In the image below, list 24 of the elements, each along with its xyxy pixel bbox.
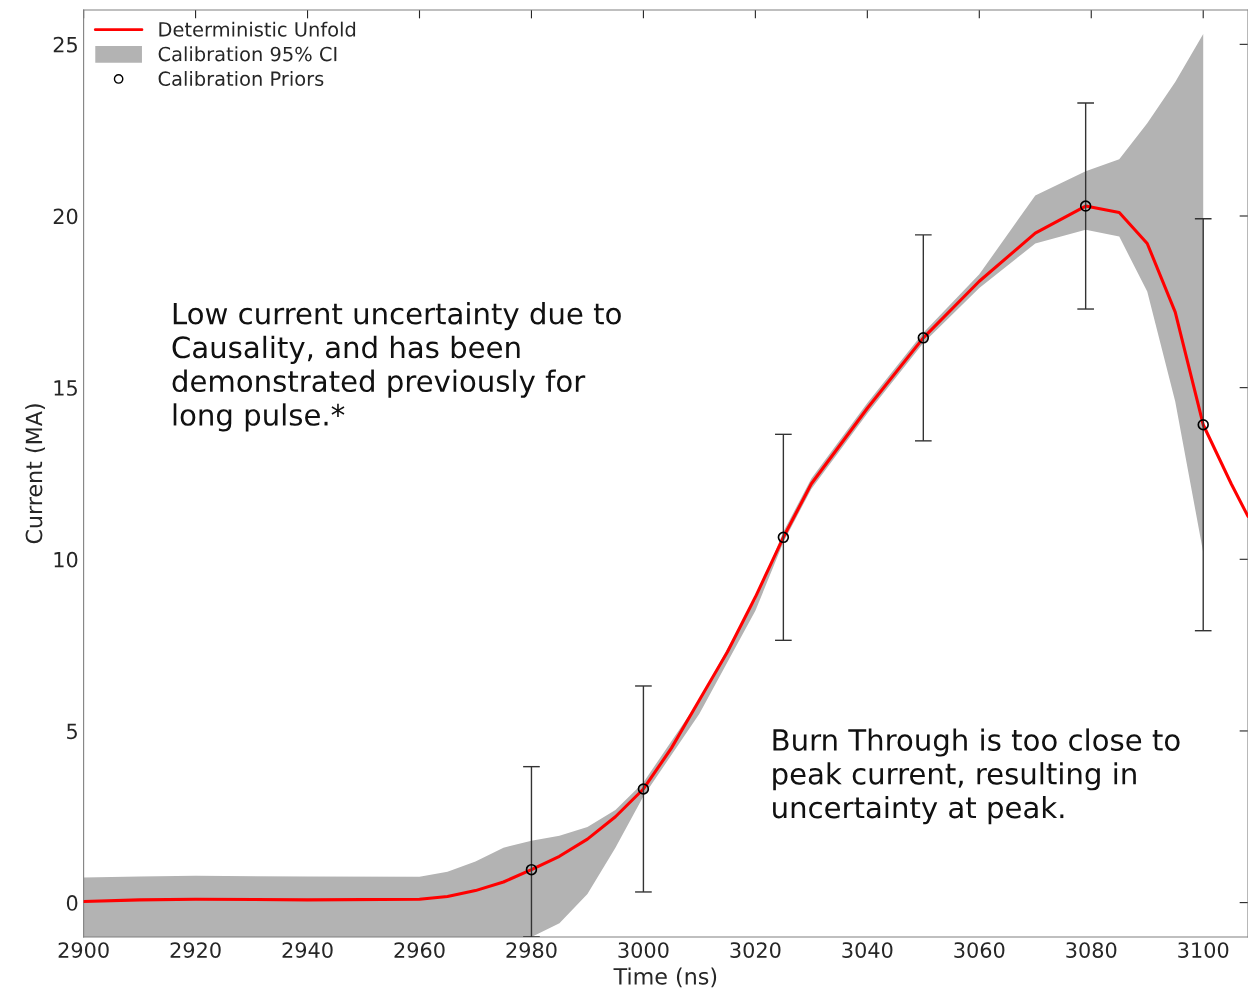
- x-tick-label: 3080: [1066, 942, 1117, 958]
- y-axis-title: Current (MA): [25, 404, 45, 544]
- x-tick-label: 2940: [282, 942, 333, 958]
- y-tick-label: 15: [54, 380, 77, 396]
- x-tick-label: 3020: [730, 942, 781, 958]
- y-tick-label: 0: [66, 895, 78, 911]
- y-tick-label: 25: [53, 36, 77, 53]
- legend-label: Calibration Priors: [158, 70, 324, 87]
- x-tick-label: 3100: [1178, 942, 1229, 958]
- x-tick-label: 3040: [842, 942, 893, 958]
- x-tick-label: 3060: [954, 942, 1005, 958]
- x-tick-label: 2960: [394, 942, 445, 958]
- x-tick-label: 2900: [58, 942, 109, 958]
- y-tick-label: 10: [54, 551, 78, 568]
- x-tick-label: 3000: [618, 942, 669, 958]
- legend-label: Deterministic Unfold: [159, 21, 356, 37]
- annotation: Calibration 95% CI: [158, 46, 337, 62]
- y-tick-label: 5: [67, 723, 77, 740]
- annotation: Burn Through is too close to peak current, resulting in uncertainty at peak.: [773, 728, 1180, 825]
- x-tick-label: 2980: [506, 942, 557, 958]
- annotation: Low current uncertainty due to Causality, and has been demonstrated previously for long pulse.*: [172, 301, 621, 432]
- x-tick-label: 2920: [170, 942, 221, 958]
- x-axis-title: Time (ns): [613, 967, 717, 988]
- y-tick-label: 20: [53, 208, 78, 225]
